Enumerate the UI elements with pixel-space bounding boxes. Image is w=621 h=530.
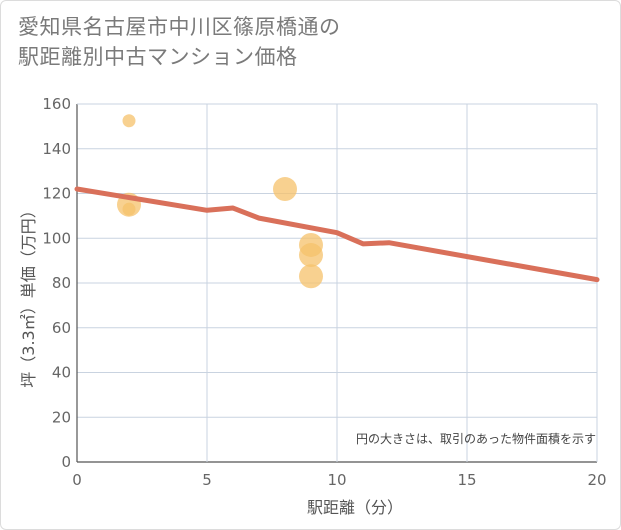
trend-line (74, 186, 600, 283)
x-tick-label: 10 (327, 471, 346, 489)
x-tick-label: 0 (72, 471, 82, 489)
y-tick-label: 160 (42, 95, 71, 113)
y-axis-label: 坪（3.3㎡）単価（万円） (19, 202, 38, 387)
x-tick-label: 20 (587, 471, 606, 489)
grid-lines (76, 103, 598, 463)
bubble-size-note: 円の大きさは、取引のあった物件面積を示す (356, 431, 596, 446)
axis-ticks: 0 20 40 60 80 100 120 140 160 0 5 10 15 20 (42, 95, 606, 489)
x-tick-label: 15 (457, 471, 476, 489)
chart-title-line2: 駅距離別中古マンション価格 (18, 45, 298, 69)
y-tick-label: 140 (42, 140, 71, 158)
trend-line-group (74, 186, 600, 283)
y-tick-label: 80 (52, 274, 71, 292)
data-point-bubble (273, 177, 297, 202)
data-point-bubble (122, 114, 136, 128)
data-point-bubble (299, 243, 323, 268)
y-tick-label: 40 (52, 364, 71, 382)
y-tick-label: 60 (52, 319, 71, 337)
y-tick-label: 120 (42, 185, 71, 203)
chart-title: 愛知県名古屋市中川区篠原橋通の 駅距離別中古マンション価格 (18, 12, 341, 72)
data-point-bubble (122, 202, 136, 216)
x-axis-label: 駅距離（分） (307, 498, 403, 517)
y-tick-label: 20 (52, 408, 71, 426)
chart-title-line1: 愛知県名古屋市中川区篠原橋通の (18, 15, 341, 39)
data-point-bubble (299, 264, 323, 289)
y-tick-label: 0 (61, 453, 71, 471)
y-tick-label: 100 (42, 229, 71, 247)
x-tick-label: 5 (202, 471, 212, 489)
